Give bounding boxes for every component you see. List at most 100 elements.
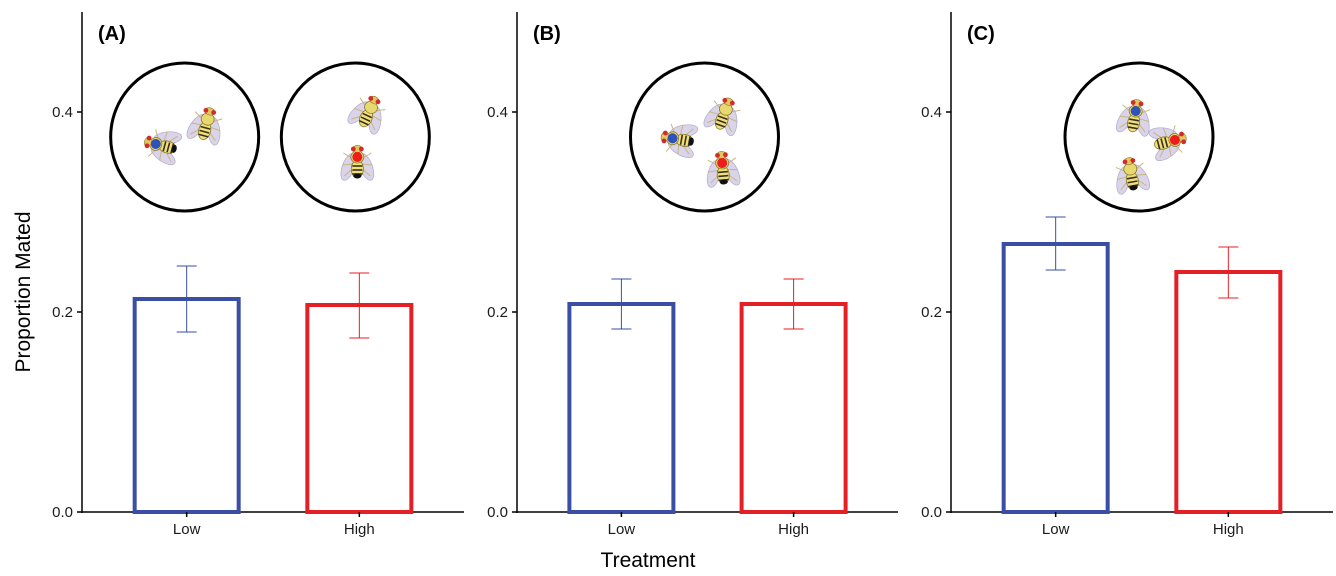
fly-eye xyxy=(1138,101,1144,107)
arena-inset xyxy=(629,61,780,213)
bar-low xyxy=(1001,242,1110,514)
panel-label: (C) xyxy=(967,23,995,45)
fly-stripe xyxy=(679,134,684,145)
y-tick-label: 0.0 xyxy=(921,504,942,521)
fly-icon xyxy=(1115,99,1151,137)
fly-eye xyxy=(1179,131,1184,137)
panel-a: 0.0 0.2 0.4 (A) Low High xyxy=(52,12,464,538)
fly-icon xyxy=(347,95,386,135)
fly-eye xyxy=(368,96,374,101)
bar-high xyxy=(739,302,848,514)
x-axis-title: Treatment xyxy=(601,549,696,572)
fly-leg xyxy=(1162,127,1168,139)
x-tick-label: High xyxy=(778,521,809,538)
fly-leg xyxy=(209,126,221,132)
fly-leg xyxy=(707,169,719,173)
fly-stripe xyxy=(362,112,373,119)
arena-circle xyxy=(109,61,261,213)
x-tick-label: Low xyxy=(608,521,636,538)
fly-stripe xyxy=(358,119,369,126)
fly-leg xyxy=(1168,145,1172,157)
fly-stripe xyxy=(198,133,209,138)
fly-blue-dot xyxy=(150,138,161,149)
fly-icon xyxy=(186,107,223,146)
fly-leg xyxy=(677,143,680,155)
fly-stripe xyxy=(1129,118,1140,122)
error-bar xyxy=(783,278,804,330)
fly-leg xyxy=(1116,176,1128,181)
fly-eye xyxy=(723,152,728,158)
fly-stripe xyxy=(715,122,726,128)
fly-black-tip xyxy=(688,137,694,146)
fly-stripe xyxy=(200,125,211,130)
y-tick-label: 0.4 xyxy=(487,104,508,121)
arena-circle xyxy=(279,61,431,213)
fly-eye xyxy=(375,99,381,105)
fly-icon xyxy=(340,145,375,181)
fly-eye xyxy=(722,97,728,103)
fly-eye xyxy=(729,100,735,106)
fly-icon xyxy=(706,151,741,188)
error-bar xyxy=(349,272,370,339)
fly-leg xyxy=(191,122,203,126)
fly-stripe xyxy=(199,129,210,134)
fly-red-dot xyxy=(1169,134,1180,145)
fly-eye xyxy=(358,146,364,152)
fly-eye xyxy=(1181,139,1187,145)
fly-eye xyxy=(1130,158,1136,163)
y-tick-label: 0.0 xyxy=(487,504,508,521)
y-tick-label: 0.4 xyxy=(921,104,942,121)
fly-stripe xyxy=(166,142,171,153)
fly-icon xyxy=(1115,157,1151,195)
y-tick-label: 0.4 xyxy=(52,104,73,121)
fly-eye xyxy=(144,143,150,149)
error-bar xyxy=(176,265,197,333)
fly-black-tip xyxy=(353,173,362,179)
fly-stripe xyxy=(716,118,727,124)
fly-leg xyxy=(361,163,373,166)
fly-eye xyxy=(211,110,217,115)
arena-inset xyxy=(109,61,261,213)
fly-leg xyxy=(727,116,738,123)
fly-stripe xyxy=(1160,138,1165,149)
panel-b: 0.0 0.2 0.4 (B) Low High xyxy=(487,12,898,538)
error-bar xyxy=(1218,246,1239,299)
x-tick-label: High xyxy=(1213,521,1244,538)
fly-eye xyxy=(350,146,356,152)
fly-leg xyxy=(1138,118,1150,123)
fly-black-tip xyxy=(1129,185,1138,191)
fly-red-dot xyxy=(717,158,728,169)
fly-leg xyxy=(371,114,382,122)
arena-inset xyxy=(279,61,431,213)
panel-c: 0.0 0.2 0.4 (C) Low High xyxy=(921,12,1333,538)
fly-eye xyxy=(1130,100,1136,105)
x-tick-label: Low xyxy=(173,521,201,538)
fly-stripe xyxy=(717,115,728,121)
fly-leg xyxy=(726,169,738,171)
y-axis-title: Proportion Mated xyxy=(12,211,35,372)
fly-stripe xyxy=(162,141,167,152)
fly-icon xyxy=(703,97,741,137)
y-tick-label: 0.0 xyxy=(52,504,73,521)
fly-blue-dot xyxy=(1130,106,1141,117)
bar-low xyxy=(567,302,676,514)
arena-circle xyxy=(1063,61,1215,213)
x-tick-label: Low xyxy=(1042,521,1070,538)
panel-label: (B) xyxy=(533,23,561,45)
fly-leg xyxy=(1135,173,1147,176)
fly-eye xyxy=(661,138,667,144)
y-tick-label: 0.2 xyxy=(487,304,508,321)
arena-inset xyxy=(1063,61,1215,213)
fly-stripe xyxy=(1127,180,1138,184)
fly-black-tip xyxy=(719,179,728,185)
fly-stripe xyxy=(718,174,729,178)
fly-leg xyxy=(679,124,684,136)
fly-stripe xyxy=(717,170,728,174)
fly-icon xyxy=(144,129,183,166)
y-tick-label: 0.2 xyxy=(52,304,73,321)
fly-stripe xyxy=(1164,137,1169,148)
arena-circle xyxy=(629,61,780,213)
fly-stripe xyxy=(683,135,688,146)
